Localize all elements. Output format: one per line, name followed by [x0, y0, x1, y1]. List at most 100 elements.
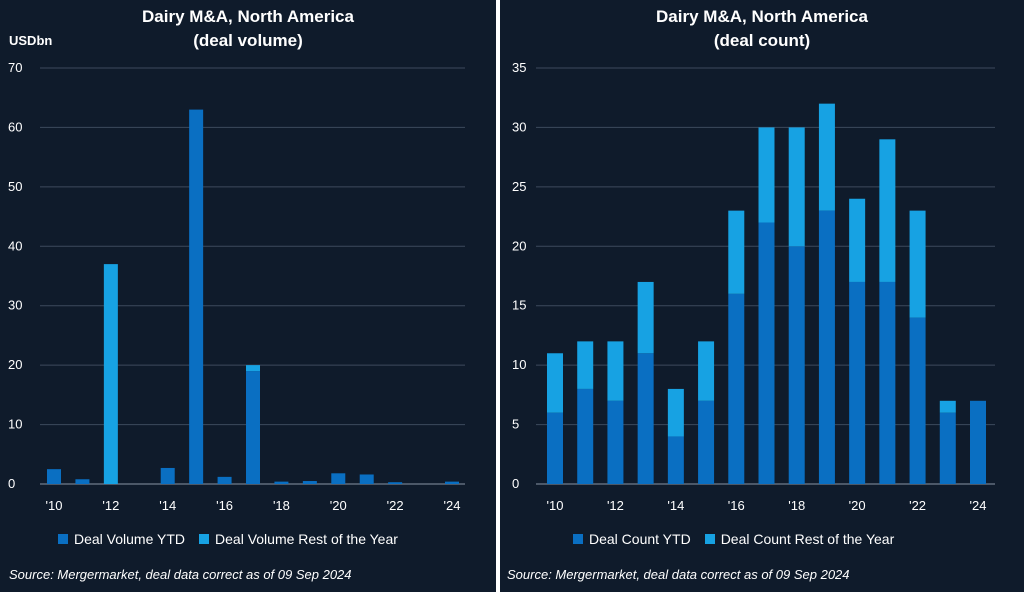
y-tick-label: 40	[8, 238, 22, 253]
x-tick-label: '16	[216, 498, 233, 513]
bar-ytd-2020	[849, 281, 866, 484]
x-tick-label: '12	[607, 498, 624, 513]
y-tick-label: 20	[8, 357, 22, 372]
bar-ytd-2015	[189, 109, 204, 484]
bar-rest-2019	[818, 103, 835, 211]
y-tick-label: 25	[512, 179, 526, 194]
y-tick-label: 0	[512, 476, 519, 491]
deal-volume-chart: 0 10 20 30 40 50 60 70 '10 '12 '14 '16 '18 '20 '22 '24	[8, 60, 465, 513]
bar-ytd-2017	[246, 371, 260, 484]
x-tick-label: '14	[159, 498, 176, 513]
bar-ytd-2015	[698, 400, 715, 484]
bar-rest-2010	[547, 353, 563, 413]
x-tick-label: '14	[667, 498, 684, 513]
y-tick-label: 50	[8, 179, 22, 194]
bar-rest-2011	[577, 341, 594, 389]
bar-ytd-2014	[667, 436, 684, 484]
y-tick-label: 30	[8, 298, 22, 313]
bar-rest-2016	[728, 210, 745, 294]
bar-rest-2013	[637, 281, 654, 354]
legend-swatch-rest	[199, 534, 210, 544]
bar-ytd-2013	[637, 353, 654, 484]
x-tick-label: '12	[102, 498, 119, 513]
chart-panel-deal-count: Dairy M&A, North America (deal count) 0 5…	[500, 0, 1024, 592]
x-tick-label: '20	[330, 498, 347, 513]
bar-ytd-2014	[160, 467, 175, 484]
y-tick-label: 20	[512, 238, 526, 253]
bar-rest-2022	[909, 210, 926, 318]
legend-item-ytd: Deal Volume YTD	[58, 531, 185, 547]
y-tick-label: 35	[512, 60, 526, 75]
chart-title: Dairy M&A, North America (deal volume)	[0, 5, 496, 53]
bar-ytd-2024	[445, 481, 459, 484]
x-tick-label: '18	[788, 498, 805, 513]
bar-ytd-2020	[331, 473, 346, 484]
bar-rest-2021	[879, 139, 896, 282]
bar-ytd-2016	[728, 293, 745, 484]
bar-ytd-2021	[879, 281, 896, 484]
bar-rest-2017	[758, 127, 775, 223]
y-tick-label: 10	[512, 357, 526, 372]
chart-title-line2: (deal count)	[713, 31, 811, 50]
y-tick-label: 70	[8, 60, 22, 75]
y-tick-label: 5	[512, 417, 519, 432]
y-axis-unit-label: USDbn	[9, 33, 53, 48]
x-tick-label: '24	[970, 498, 987, 513]
source-note: Source: Mergermarket, deal data correct …	[507, 567, 850, 582]
x-tick-label: '20	[849, 498, 866, 513]
bar-ytd-2012	[607, 400, 624, 484]
bar-ytd-2024	[970, 400, 986, 484]
legend-label-rest: Deal Count Rest of the Year	[720, 531, 895, 547]
bar-ytd-2022	[909, 317, 926, 484]
chart-title-line1: Dairy M&A, North America	[656, 7, 868, 26]
bar-rest-2012	[607, 341, 624, 401]
bar-rest-2014	[667, 388, 684, 437]
chart-title-line2: (deal volume)	[193, 31, 303, 50]
legend-label-rest: Deal Volume Rest of the Year	[215, 531, 398, 547]
legend-swatch-ytd	[58, 534, 68, 544]
bar-ytd-2010	[47, 469, 61, 484]
legend-item-ytd: Deal Count YTD	[573, 531, 691, 547]
bar-rest-2012	[103, 264, 118, 484]
bar-rest-2018	[788, 127, 805, 247]
bar-ytd-2022	[388, 482, 403, 484]
source-note: Source: Mergermarket, deal data correct …	[9, 567, 352, 582]
chart-title-line1: Dairy M&A, North America	[142, 7, 354, 26]
bar-ytd-2016	[217, 476, 232, 484]
legend-label-ytd: Deal Volume YTD	[74, 531, 186, 547]
x-tick-label: '16	[728, 498, 745, 513]
legend-swatch-ytd	[573, 534, 583, 544]
x-tick-label: '24	[444, 498, 461, 513]
legend-item-rest: Deal Count Rest of the Year	[704, 531, 895, 547]
legend: Deal Volume YTD Deal Volume Rest of the …	[58, 531, 412, 547]
x-tick-label: '10	[547, 498, 564, 513]
x-tick-label: '22	[909, 498, 926, 513]
x-tick-label: '22	[387, 498, 404, 513]
bar-rest-2017	[246, 365, 260, 372]
bar-rest-2023	[939, 400, 956, 413]
bar-ytd-2011	[75, 479, 90, 484]
bar-ytd-2018	[274, 481, 289, 484]
legend-item-rest: Deal Volume Rest of the Year	[199, 531, 398, 547]
y-tick-label: 10	[8, 417, 22, 432]
x-tick-label: '18	[273, 498, 290, 513]
y-tick-label: 60	[8, 119, 22, 134]
bar-ytd-2017	[758, 222, 775, 484]
legend-swatch-rest	[704, 534, 715, 544]
bar-rest-2020	[849, 198, 866, 282]
bar-ytd-2011	[577, 388, 594, 484]
y-tick-label: 15	[512, 298, 526, 313]
y-tick-label: 30	[512, 119, 526, 134]
bar-ytd-2018	[788, 246, 805, 484]
x-tick-label: '10	[46, 498, 63, 513]
chart-title: Dairy M&A, North America (deal count)	[500, 5, 1024, 53]
bar-ytd-2021	[359, 474, 374, 484]
bar-ytd-2023	[939, 412, 956, 484]
chart-panel-deal-volume: Dairy M&A, North America (deal volume) U…	[0, 0, 496, 592]
bar-ytd-2019	[818, 210, 835, 484]
deal-count-chart: 0 5 10 15 20 25 30 35 '10 '12 '14 '16 '18 '20 '22 '24	[512, 60, 995, 513]
bar-ytd-2019	[302, 481, 317, 484]
bar-rest-2015	[698, 341, 715, 401]
bar-ytd-2010	[547, 412, 563, 484]
y-tick-label: 0	[8, 476, 15, 491]
